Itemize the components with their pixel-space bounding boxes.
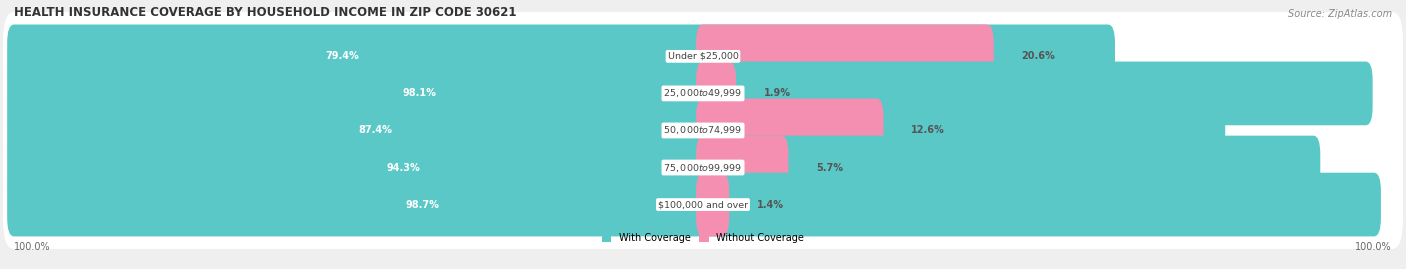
Text: 98.7%: 98.7% <box>405 200 439 210</box>
FancyBboxPatch shape <box>3 49 1403 138</box>
Text: 94.3%: 94.3% <box>387 162 420 172</box>
Text: 98.1%: 98.1% <box>402 89 436 98</box>
Text: $75,000 to $99,999: $75,000 to $99,999 <box>664 161 742 174</box>
FancyBboxPatch shape <box>3 160 1403 249</box>
Text: $50,000 to $74,999: $50,000 to $74,999 <box>664 125 742 136</box>
FancyBboxPatch shape <box>7 136 1320 199</box>
Text: 100.0%: 100.0% <box>1355 242 1392 252</box>
Text: $100,000 and over: $100,000 and over <box>658 200 748 209</box>
FancyBboxPatch shape <box>696 173 730 236</box>
Text: Source: ZipAtlas.com: Source: ZipAtlas.com <box>1288 9 1392 19</box>
Text: 1.4%: 1.4% <box>756 200 783 210</box>
Text: 1.9%: 1.9% <box>763 89 790 98</box>
FancyBboxPatch shape <box>696 99 883 162</box>
Text: 12.6%: 12.6% <box>911 125 945 136</box>
Text: 87.4%: 87.4% <box>359 125 392 136</box>
Text: 100.0%: 100.0% <box>14 242 51 252</box>
FancyBboxPatch shape <box>696 62 737 125</box>
FancyBboxPatch shape <box>696 136 789 199</box>
Text: 5.7%: 5.7% <box>815 162 844 172</box>
Legend: With Coverage, Without Coverage: With Coverage, Without Coverage <box>602 233 804 243</box>
Text: 20.6%: 20.6% <box>1021 51 1054 61</box>
Text: Under $25,000: Under $25,000 <box>668 52 738 61</box>
Text: HEALTH INSURANCE COVERAGE BY HOUSEHOLD INCOME IN ZIP CODE 30621: HEALTH INSURANCE COVERAGE BY HOUSEHOLD I… <box>14 6 516 19</box>
FancyBboxPatch shape <box>696 24 994 88</box>
FancyBboxPatch shape <box>7 99 1225 162</box>
Text: $25,000 to $49,999: $25,000 to $49,999 <box>664 87 742 100</box>
FancyBboxPatch shape <box>7 173 1381 236</box>
FancyBboxPatch shape <box>3 86 1403 175</box>
FancyBboxPatch shape <box>3 12 1403 101</box>
FancyBboxPatch shape <box>7 62 1372 125</box>
Text: 79.4%: 79.4% <box>325 51 359 61</box>
FancyBboxPatch shape <box>3 123 1403 212</box>
FancyBboxPatch shape <box>7 24 1115 88</box>
